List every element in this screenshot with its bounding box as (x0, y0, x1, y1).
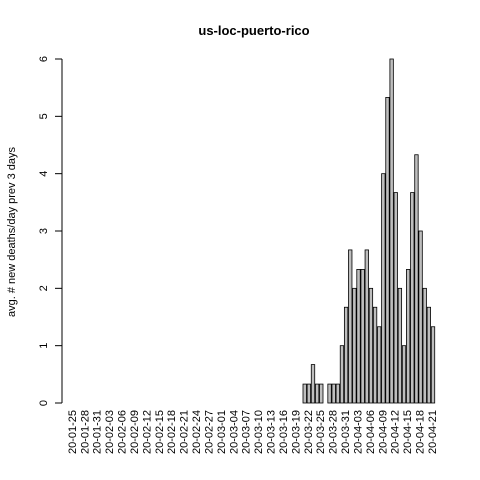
bar (360, 269, 365, 404)
y-tick-label: 1 (38, 343, 50, 349)
y-tick-label: 6 (38, 56, 50, 62)
x-tick-label: 20-01-28 (79, 410, 91, 454)
bar (327, 383, 332, 404)
x-tick-label: 20-02-09 (129, 410, 141, 454)
y-tick-label: 4 (38, 171, 50, 177)
x-tick-label: 20-03-28 (328, 410, 340, 454)
y-tick-label: 3 (38, 228, 50, 234)
x-tick-label: 20-04-15 (402, 410, 414, 454)
x-tick-label: 20-04-09 (377, 410, 389, 454)
bar (335, 383, 340, 404)
x-tick-label: 20-04-06 (365, 410, 377, 454)
bar (406, 269, 411, 404)
x-tick-label: 20-02-06 (117, 410, 129, 454)
x-tick-label: 20-04-18 (414, 410, 426, 454)
bar (348, 249, 353, 404)
bar (331, 383, 336, 404)
x-tick-label: 20-02-21 (179, 410, 191, 454)
bar (306, 383, 311, 404)
bar (339, 345, 345, 404)
bar (414, 154, 419, 404)
bar (368, 287, 374, 404)
bar (426, 306, 431, 404)
x-tick-label: 20-04-12 (390, 410, 402, 454)
bar (385, 97, 390, 404)
bar (356, 269, 361, 404)
bar (343, 306, 349, 404)
x-tick-label: 20-01-25 (67, 410, 79, 454)
bar (418, 230, 423, 404)
x-tick-label: 20-03-22 (303, 410, 315, 454)
x-tick-label: 20-03-16 (278, 410, 290, 454)
bar (319, 383, 324, 404)
x-tick-label: 20-03-25 (315, 410, 327, 454)
x-tick-label: 20-03-10 (253, 410, 265, 454)
x-tick-label: 20-03-04 (228, 410, 240, 454)
x-tick-label: 20-03-19 (290, 410, 302, 454)
y-tick-label: 0 (38, 400, 50, 406)
bar (310, 364, 316, 404)
bar (401, 345, 407, 404)
bar (410, 192, 415, 404)
chart-title: us-loc-puerto-rico (198, 23, 309, 38)
x-tick-label: 20-02-24 (191, 410, 203, 454)
bar (377, 326, 382, 404)
x-tick-label: 20-02-18 (166, 410, 178, 454)
x-tick-label: 20-03-31 (340, 410, 352, 454)
x-tick-label: 20-03-07 (241, 410, 253, 454)
bar (393, 192, 398, 404)
y-tick-label: 2 (38, 285, 50, 291)
y-tick-label: 5 (38, 113, 50, 119)
x-tick-label: 20-01-31 (92, 410, 104, 454)
bar (389, 58, 394, 404)
x-tick-label: 20-04-03 (352, 410, 364, 454)
y-axis-label: avg. # new deaths/day prev 3 days (6, 147, 18, 317)
x-tick-label: 20-02-27 (203, 410, 215, 454)
bar (364, 249, 369, 404)
bar (381, 173, 386, 404)
bar (352, 287, 357, 404)
x-tick-label: 20-03-01 (216, 410, 228, 454)
bar (302, 383, 307, 404)
x-tick-label: 20-04-21 (427, 410, 439, 454)
bar (315, 383, 320, 404)
x-tick-label: 20-02-15 (154, 410, 166, 454)
bar (422, 287, 427, 404)
bar (372, 306, 378, 404)
x-tick-label: 20-02-03 (104, 410, 116, 454)
bar (397, 287, 403, 404)
x-tick-label: 20-03-13 (266, 410, 278, 454)
bar (430, 326, 436, 404)
x-tick-label: 20-02-12 (141, 410, 153, 454)
